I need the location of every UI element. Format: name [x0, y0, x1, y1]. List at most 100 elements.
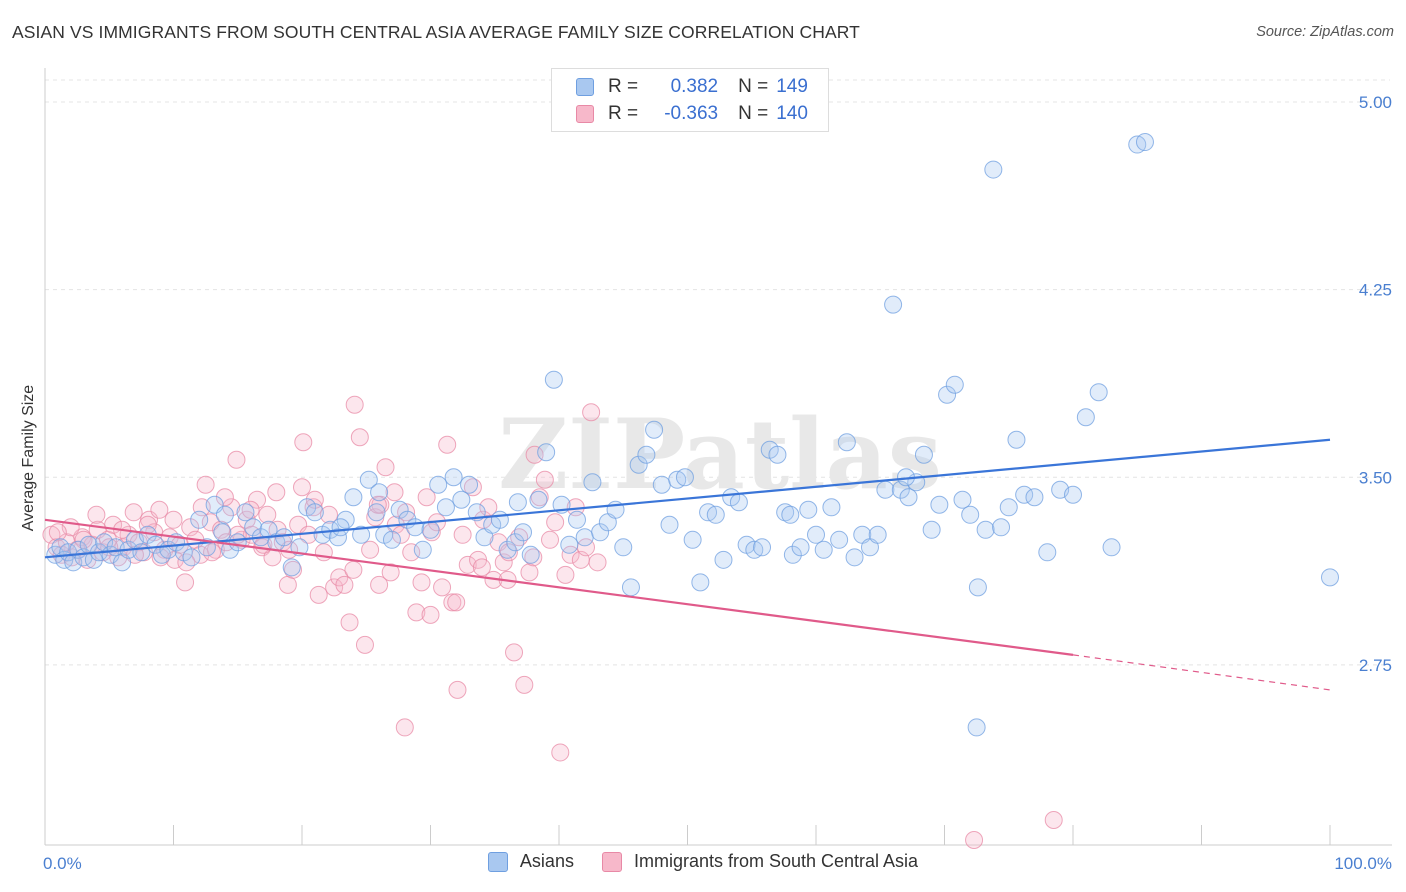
point-immigrants [412, 573, 431, 592]
n-label: N = [738, 76, 769, 97]
legend-row-immigrants: R = -0.363 N = 140 [576, 101, 808, 127]
point-asians [444, 468, 463, 487]
point-asians [781, 505, 800, 524]
point-immigrants [305, 490, 324, 509]
point-asians [914, 445, 933, 464]
point-immigrants [258, 505, 277, 524]
point-asians [945, 375, 964, 394]
point-asians [683, 530, 702, 549]
point-immigrants [361, 540, 380, 559]
point-asians [845, 548, 864, 567]
point-asians [753, 538, 772, 557]
point-immigrants [407, 603, 426, 622]
trendlines [44, 438, 1331, 691]
point-immigrants [48, 523, 67, 542]
chart-title: ASIAN VS IMMIGRANTS FROM SOUTH CENTRAL A… [12, 22, 860, 42]
point-asians [1064, 485, 1082, 504]
point-immigrants [582, 403, 601, 422]
point-immigrants [376, 458, 395, 477]
point-immigrants [201, 513, 220, 532]
point-immigrants [344, 560, 363, 579]
point-asians [506, 533, 525, 552]
axes [44, 68, 1392, 846]
trendline-immigrants [44, 518, 1074, 656]
point-asians [1089, 383, 1108, 402]
point-asians [367, 503, 386, 522]
point-immigrants [345, 395, 364, 414]
legend-swatch-asians [576, 78, 594, 96]
point-immigrants [150, 500, 169, 519]
point-immigrants [203, 543, 222, 562]
point-immigrants [541, 530, 560, 549]
y-tick-label: 3.50 [1359, 468, 1392, 487]
point-asians [1038, 543, 1057, 562]
point-immigrants [546, 513, 565, 532]
point-asians [999, 498, 1018, 517]
correlation-legend: R = 0.382 N = 149 R = -0.363 N = 140 [551, 68, 829, 132]
point-asians [344, 488, 363, 507]
point-asians [1135, 133, 1154, 152]
point-asians [575, 528, 594, 547]
point-immigrants [515, 675, 534, 694]
legend-item-asians[interactable]: Asians [487, 851, 574, 872]
watermark: ZIPatlas [498, 398, 942, 511]
point-asians [390, 500, 409, 519]
legend-label-asians: Asians [519, 851, 574, 871]
legend-item-immigrants[interactable]: Immigrants from South Central Asia [601, 851, 918, 872]
point-immigrants [350, 428, 369, 447]
point-asians [660, 515, 679, 534]
point-immigrants [524, 548, 543, 567]
point-asians [637, 445, 656, 464]
point-asians [560, 535, 579, 554]
point-asians [876, 480, 895, 499]
trendline-immigrants-extension [1072, 654, 1331, 691]
point-asians [691, 573, 710, 592]
point-asians [190, 510, 209, 529]
point-asians [984, 160, 1003, 179]
point-immigrants [458, 555, 477, 574]
point-immigrants [325, 578, 344, 597]
point-immigrants [438, 435, 457, 454]
point-asians [706, 505, 725, 524]
point-asians [930, 495, 949, 514]
legend-row-asians: R = 0.382 N = 149 [576, 74, 808, 100]
point-immigrants [395, 718, 414, 737]
point-asians [305, 503, 324, 522]
r-value: -0.363 [664, 103, 719, 124]
point-immigrants [433, 578, 452, 597]
point-immigrants [340, 613, 359, 632]
point-asians [614, 538, 633, 557]
point-asians [490, 510, 509, 529]
point-immigrants [556, 565, 575, 584]
point-asians [567, 510, 586, 529]
n-label: N = [738, 103, 769, 124]
x-tick-label-max: 100.0% [1334, 854, 1392, 873]
point-asians [521, 545, 540, 564]
point-immigrants [402, 543, 421, 562]
point-immigrants [309, 585, 328, 604]
point-asians [645, 420, 664, 439]
point-asians [807, 525, 825, 544]
point-asians [675, 468, 694, 487]
point-immigrants [551, 743, 570, 762]
point-asians [830, 530, 849, 549]
trendline-asians [44, 438, 1331, 559]
legend-swatch-asians [487, 851, 508, 872]
point-asians [370, 483, 389, 502]
point-immigrants [370, 575, 389, 594]
point-immigrants [525, 445, 544, 464]
point-immigrants [472, 558, 491, 577]
point-asians [508, 493, 527, 512]
point-immigrants [453, 525, 472, 544]
point-asians [837, 433, 856, 452]
point-asians [498, 540, 517, 559]
point-immigrants [417, 488, 436, 507]
point-immigrants [335, 575, 354, 594]
point-asians [1076, 408, 1095, 427]
point-asians [452, 490, 471, 509]
point-immigrants [588, 553, 607, 572]
point-immigrants [965, 830, 984, 849]
point-asians [228, 533, 247, 552]
point-asians [544, 370, 563, 389]
x-tick-label-min: 0.0% [43, 854, 82, 873]
